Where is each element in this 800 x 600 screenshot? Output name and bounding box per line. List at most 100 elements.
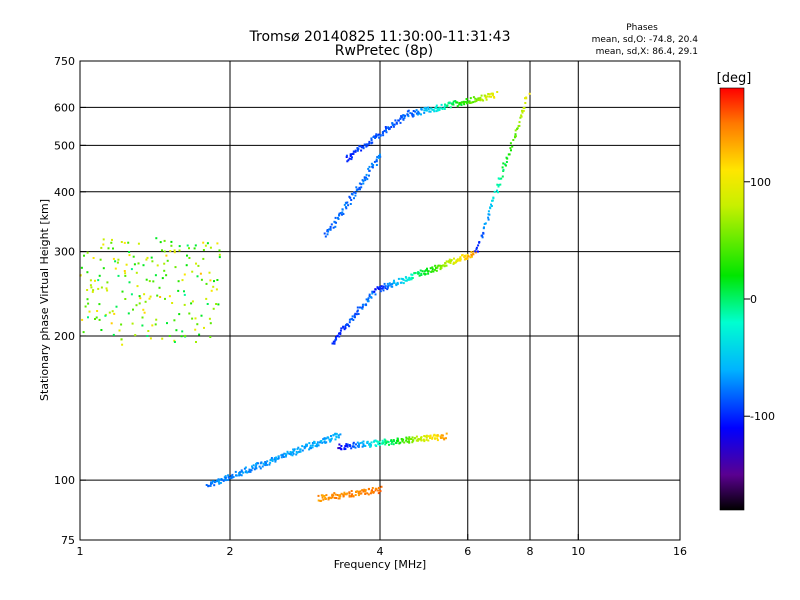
data-point [477,244,480,247]
data-point [350,192,353,195]
data-point [455,260,458,263]
data-point [450,259,453,262]
data-point [338,335,341,338]
data-point [488,213,491,216]
data-point [445,260,448,263]
data-point [331,342,334,345]
data-point [433,110,436,113]
data-point [343,328,346,331]
data-point [415,109,418,112]
data-point [323,438,326,441]
data-point [411,112,413,115]
data-point [516,127,519,130]
data-point [348,444,351,446]
data-point [183,303,186,306]
data-point [369,492,372,495]
data-point [181,330,184,333]
data-point [351,494,353,497]
data-point [496,183,499,186]
data-point [292,452,295,455]
data-point [208,271,211,274]
data-point [487,216,490,219]
data-point [367,298,369,301]
data-point [159,296,162,298]
data-point [411,441,414,444]
data-point [400,277,403,280]
data-point [352,441,355,444]
data-point [87,316,89,319]
data-point [382,285,385,288]
data-point [118,329,121,332]
data-point [504,164,507,167]
data-point [102,243,105,246]
data-point [390,439,393,442]
data-point [482,99,485,102]
data-point [470,101,473,104]
data-point [354,446,357,449]
data-point [401,440,404,443]
data-point [146,335,149,337]
data-point [111,238,113,241]
data-point [500,177,503,180]
data-point [456,101,459,104]
data-point [333,340,336,343]
data-point [368,142,371,145]
data-point [449,106,452,109]
data-point [368,487,370,490]
data-point [303,447,306,450]
data-point [178,313,181,316]
data-point [98,303,101,306]
data-point [374,439,377,442]
data-point [161,249,163,252]
data-point [289,451,292,453]
data-point [281,454,284,457]
data-point [520,115,523,118]
data-point [434,437,436,440]
data-point [345,156,348,158]
data-point [365,145,368,148]
data-point [223,476,226,479]
data-point [166,322,168,325]
data-point [133,263,136,266]
data-point [334,216,337,219]
data-point [151,324,154,327]
data-point [363,176,366,179]
data-point [345,154,348,157]
data-point [254,465,257,468]
data-point [358,186,361,189]
data-point [407,438,410,440]
y-tick-label: 75 [61,534,75,547]
phase-info-o: mean, sd,O: -74.8, 20.4 [592,35,699,45]
data-point [452,102,454,105]
data-point [395,442,398,444]
data-point [378,441,381,443]
data-point [293,448,296,451]
data-point [181,279,184,282]
data-point [163,262,166,265]
data-point [362,443,365,446]
data-point [436,266,439,269]
data-point [499,183,502,186]
data-point [470,255,473,258]
data-point [155,237,158,240]
data-point [348,318,351,321]
data-point [87,302,90,305]
data-point [209,336,212,338]
data-point [460,101,463,104]
data-point [362,182,365,185]
data-point [393,279,395,282]
data-point [440,436,443,439]
data-point [461,254,464,257]
data-point [369,296,372,298]
data-point [280,456,283,459]
data-point [341,208,344,211]
data-point [363,488,366,491]
data-point [249,469,252,472]
data-point [359,442,362,445]
data-point [326,229,329,231]
data-point [293,449,295,452]
data-point [466,102,468,105]
data-point [311,444,314,447]
data-point [372,164,375,166]
data-point [86,251,89,254]
